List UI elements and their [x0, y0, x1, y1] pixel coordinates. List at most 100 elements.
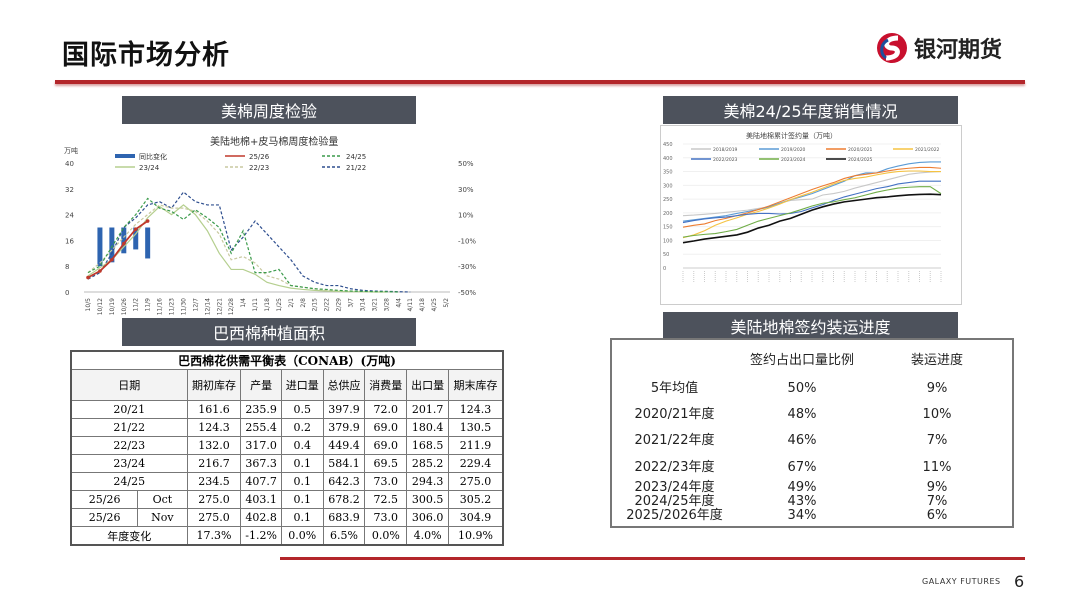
- logo-text: 银河期货: [914, 38, 1003, 63]
- x-tick-label: 3/7: [348, 298, 355, 308]
- x-tick-label: 3/14: [359, 298, 366, 312]
- x-tick-label: 11/23: [169, 298, 176, 315]
- x-tick-label: 3/28: [383, 298, 390, 312]
- x-tick-label: 12/28: [228, 298, 235, 315]
- table-cell: 584.1: [322, 454, 366, 473]
- y-tick-label: 50: [663, 252, 669, 258]
- series-line-25-26: [87, 220, 149, 279]
- table-row: 2021/22年度 46% 7%: [612, 434, 1012, 448]
- series-line-22-23: [87, 204, 375, 293]
- table-cell: 367.3: [240, 454, 282, 473]
- series-line-2018-2019: [682, 171, 942, 217]
- table-cell: 0.0%: [364, 526, 408, 546]
- table-row: 2022/23年度 67% 11%: [612, 461, 1012, 475]
- row-date: 20/21: [70, 400, 188, 419]
- page-number: 6: [1014, 572, 1025, 591]
- table-row: 2025/2026年度 34% 6%: [612, 509, 1012, 523]
- legend-label: 2023/2024: [781, 157, 806, 163]
- table-cell: 2024/25年度: [634, 494, 715, 509]
- row-date: 21/22: [70, 418, 188, 437]
- yoy-bar: [133, 227, 139, 250]
- series-line-24-25: [87, 197, 399, 293]
- table-cell: 407.7: [240, 472, 282, 491]
- row-date: 24/25: [70, 472, 188, 491]
- table-cell: 10.9%: [448, 526, 504, 546]
- y-tick-label: 450: [663, 142, 673, 148]
- table-cell: 73.0: [364, 508, 408, 527]
- cumulative-sales-chart: 美陆地棉累计签约量（万吨） 0 50 100 150 200 250 300 350 400 450…: [660, 125, 962, 305]
- x-tick-label: 4/18: [419, 298, 426, 312]
- x-tick-label: 4/25: [431, 298, 438, 312]
- table-cell: 168.5: [406, 436, 449, 455]
- table-row: 22/23 132.0 317.0 0.4 449.4 69.0 168.5 211.9: [70, 436, 504, 455]
- x-tick-label: 10/19: [109, 298, 116, 315]
- chart-title: 美陆地棉+皮马棉周度检验量: [210, 135, 338, 148]
- table-cell: 201.7: [406, 400, 449, 419]
- x-tick-label: 1/18: [264, 298, 271, 312]
- table-cell: 72.5: [364, 490, 408, 509]
- row-date: 25/26: [70, 490, 139, 509]
- column-header: 总供应: [322, 369, 366, 401]
- legend-label: 24/25: [346, 153, 366, 161]
- row-date: 年度变化: [70, 526, 188, 546]
- table-cell: 9%: [926, 480, 948, 495]
- column-header: [612, 349, 737, 368]
- y-axis-unit: 万吨: [64, 146, 78, 155]
- table-row: 2020/21年度 48% 10%: [612, 408, 1012, 422]
- table-cell: 67%: [787, 460, 817, 475]
- logo: 银河期货: [876, 32, 1002, 64]
- table-cell: 11%: [922, 460, 952, 475]
- galaxy-logo-icon: [877, 33, 907, 63]
- y2-tick-label: -30%: [458, 263, 476, 271]
- table-cell: 304.9: [448, 508, 504, 527]
- table-cell: 275.0: [186, 490, 242, 509]
- table-cell: 305.2: [448, 490, 504, 509]
- table-cell: 403.1: [240, 490, 282, 509]
- y2-tick-label: 10%: [458, 212, 474, 220]
- table-cell: 10%: [922, 407, 952, 422]
- series-point: [86, 275, 90, 280]
- yoy-bar: [145, 227, 151, 259]
- table-cell: 43%: [787, 494, 817, 509]
- legend-label: 23/24: [139, 164, 160, 172]
- table-row: 年度变化 17.3% -1.2% 0.0% 6.5% 0.0% 4.0% 10.9%: [70, 526, 504, 546]
- table-cell: 6%: [926, 508, 948, 523]
- table-cell: 379.9: [322, 418, 366, 437]
- x-tick-label: 10/12: [97, 298, 104, 315]
- table-cell: 0.2: [280, 418, 324, 437]
- table-cell: 132.0: [186, 436, 242, 455]
- section-us-weekly: 美棉周度检验: [122, 96, 416, 124]
- table-cell: 69.0: [364, 436, 408, 455]
- table-cell: 642.3: [322, 472, 366, 491]
- table-cell: 7%: [926, 494, 948, 509]
- legend-label: 2019/2020: [781, 147, 806, 153]
- x-tick-label: 4/11: [407, 298, 414, 312]
- chart-title: 美陆地棉累计签约量（万吨）: [746, 131, 837, 140]
- y-tick-label: 400: [663, 156, 673, 162]
- column-header: 装运进度: [910, 353, 963, 368]
- x-tick-label: 2/1: [288, 298, 295, 308]
- legend-label: 25/26: [249, 153, 270, 161]
- table-cell: 235.9: [240, 400, 282, 419]
- series-line-2019-2020: [682, 161, 941, 222]
- x-tick-label: 4/4: [395, 298, 402, 308]
- table-row: 20/21 161.6 235.9 0.5 397.9 72.0 201.7 124.3: [70, 400, 504, 419]
- table-cell: 0.1: [280, 472, 324, 491]
- row-date: 22/23: [70, 436, 188, 455]
- series-line-2023-2024: [682, 186, 942, 238]
- table-cell: 683.9: [322, 508, 366, 527]
- table-cell: 2020/21年度: [634, 407, 715, 422]
- y-tick-label: 200: [663, 211, 673, 217]
- series-point: [122, 241, 126, 246]
- legend-label: 2022/2023: [713, 157, 738, 163]
- table-cell: 402.8: [240, 508, 282, 527]
- x-tick-label: 3/21: [371, 298, 378, 312]
- table-cell: 0.4: [280, 436, 324, 455]
- table-cell: 4.0%: [406, 526, 449, 546]
- table-cell: 49%: [787, 480, 817, 495]
- yoy-bar: [97, 227, 103, 267]
- table-cell: 17.3%: [186, 526, 242, 546]
- table-row: 25/26 Nov 275.0 402.8 0.1 683.9 73.0 306.0 304.9: [70, 508, 504, 527]
- x-tick-label: 11/2: [133, 298, 140, 312]
- table-row: 5年均值 50% 9%: [612, 382, 1012, 396]
